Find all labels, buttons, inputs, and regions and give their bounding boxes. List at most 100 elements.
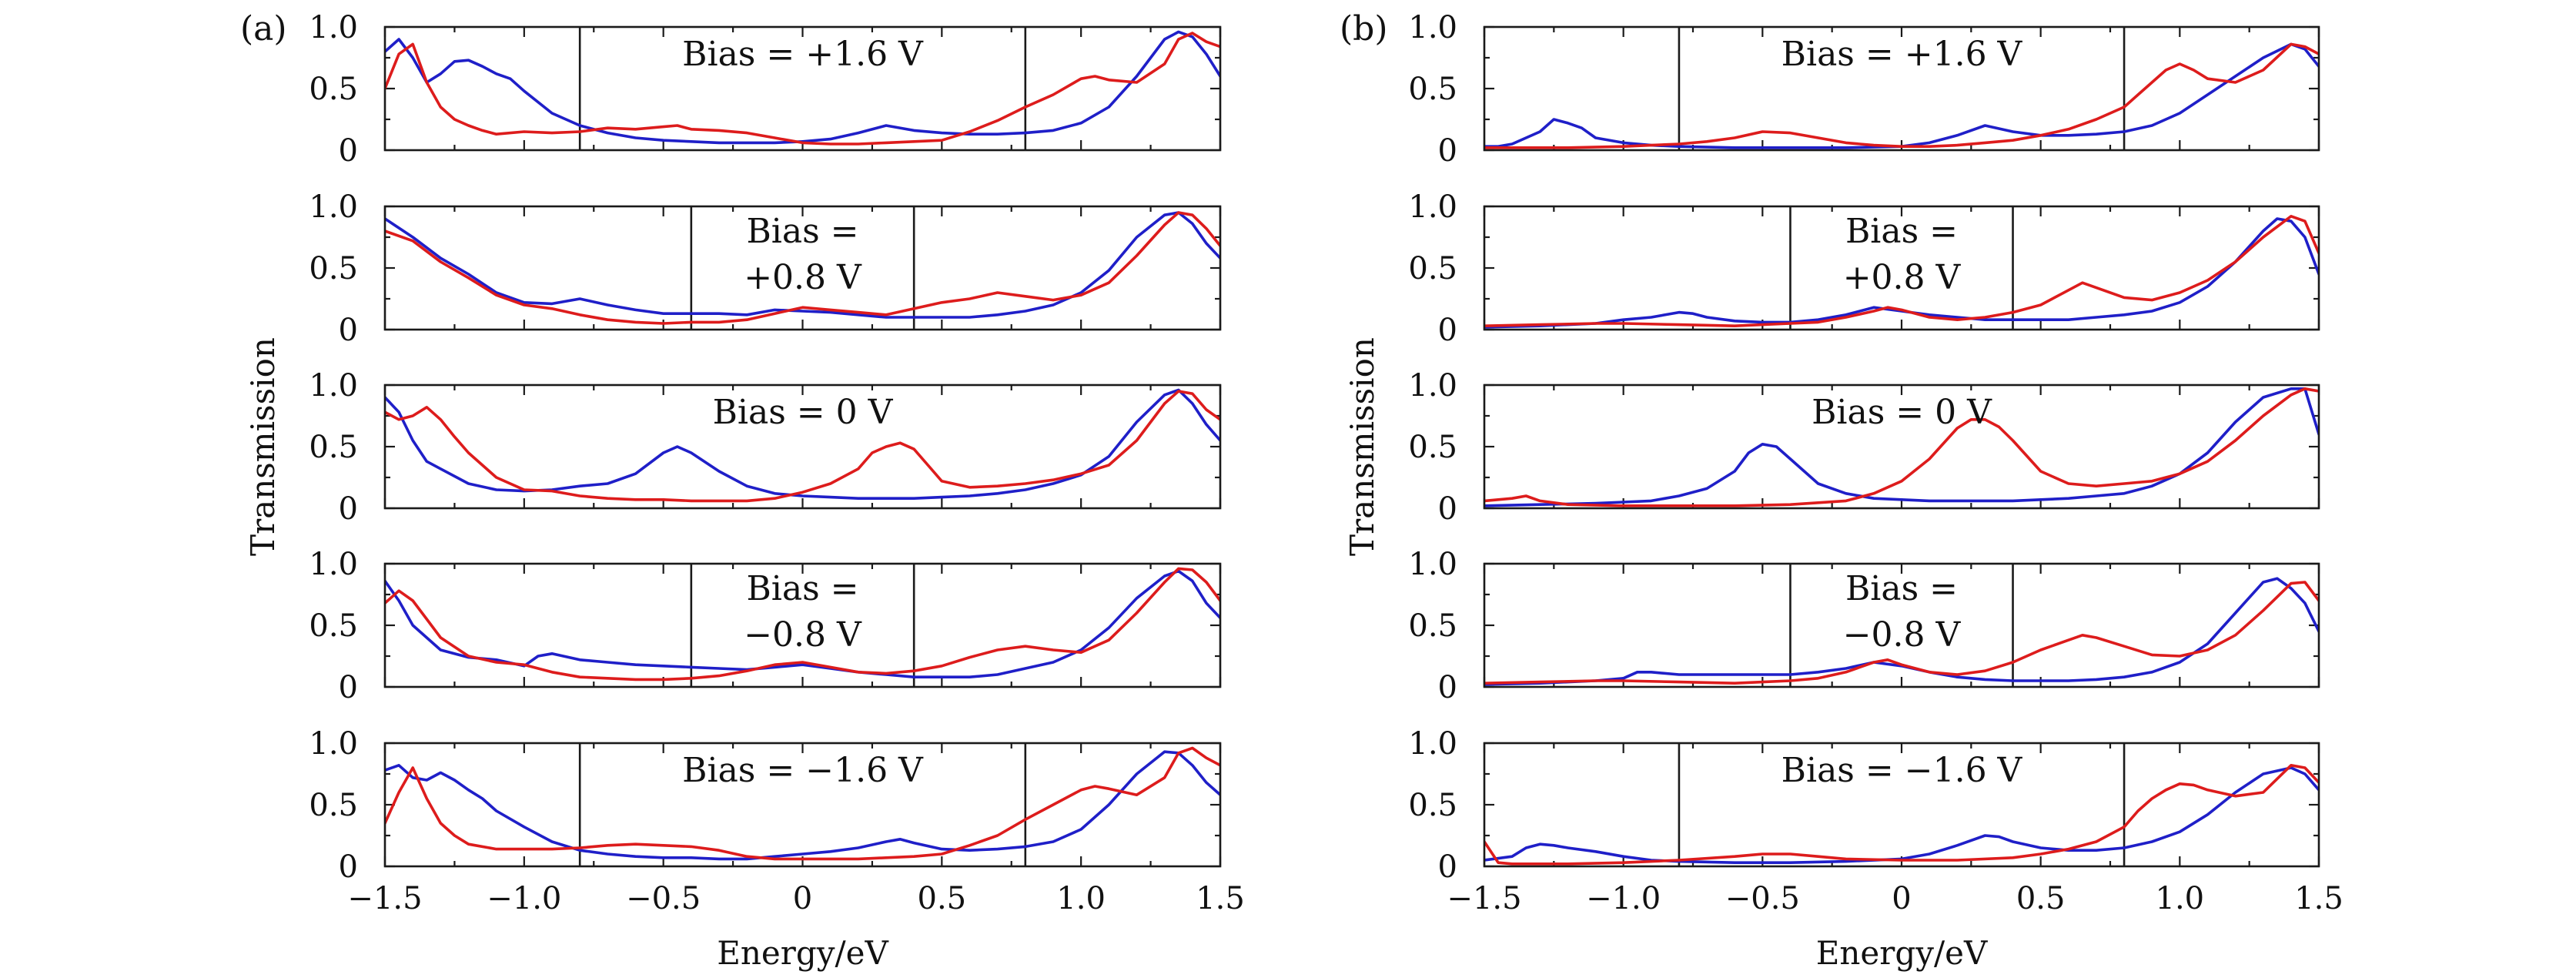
bias-annotation: Bias = −1.6 V	[682, 751, 924, 790]
bias-annotation: Bias =	[746, 212, 858, 251]
y-tick-label: 1.0	[309, 726, 358, 762]
x-tick-label: −1.0	[487, 881, 561, 916]
subplot-2: 0 0.5 1.0 Bias = +0.8 V	[1408, 189, 2320, 348]
bias-annotation: −0.8 V	[1843, 615, 1962, 655]
x-axis-label: Energy/eV	[717, 934, 888, 972]
bias-annotation: Bias =	[746, 569, 858, 608]
bias-annotation: Bias = −1.6 V	[1781, 751, 2023, 790]
bias-annotation: −0.8 V	[744, 615, 862, 655]
y-tick-label: 0	[1438, 133, 1457, 169]
x-tick-label: 1.0	[2156, 881, 2205, 916]
panel-label: (a)	[240, 9, 287, 49]
series-blue-line	[385, 211, 1220, 319]
y-tick-label: 0.5	[309, 251, 358, 286]
y-tick-label: 0	[1438, 491, 1457, 527]
series-red-line	[385, 567, 1220, 682]
y-tick-label: 1.0	[1408, 189, 1457, 225]
bias-annotation: Bias =	[1845, 212, 1958, 251]
y-tick-label: 0	[339, 313, 358, 348]
y-tick-label: 0.5	[1408, 788, 1457, 823]
subplot-frame	[383, 562, 1222, 688]
subplot-3: 0 0.5 1.0 Bias = 0 V	[309, 368, 1222, 527]
y-tick-label: 0.5	[309, 608, 358, 644]
bias-annotation: Bias = +1.6 V	[682, 35, 924, 74]
subplot-frame	[1483, 742, 2320, 868]
x-tick-label: 1.0	[1056, 881, 1106, 916]
subplot-frame	[383, 383, 1222, 510]
y-tick-label: 0	[1438, 849, 1457, 885]
y-tick-label: 1.0	[309, 189, 358, 225]
y-tick-label: 0.5	[1408, 251, 1457, 286]
x-tick-label: 0.5	[918, 881, 967, 916]
series-red-line	[385, 746, 1220, 861]
panel-b: (b) 0 0.5 1.0 Bias = +1.6 V 0 0.5 1.0 Bias = +0.8…	[1340, 9, 2343, 972]
x-tick-label: 0.5	[2016, 881, 2066, 916]
bias-annotation: Bias = +1.6 V	[1781, 35, 2023, 74]
y-tick-label: 0.5	[1408, 608, 1457, 644]
x-tick-label: −0.5	[626, 881, 701, 916]
y-tick-label: 0	[339, 849, 358, 885]
series-blue-line	[1484, 42, 2319, 149]
panel-a: (a) 0 0.5 1.0 Bias = +1.6 V 0 0.5 1.0 Bias = +0.8…	[240, 9, 1245, 972]
series-red-line	[385, 390, 1220, 503]
bias-annotation: Bias = 0 V	[713, 393, 894, 432]
subplot-frame	[383, 205, 1222, 331]
y-axis-label: Transmission	[244, 337, 282, 556]
series-blue-line	[385, 750, 1220, 861]
y-tick-label: 0	[339, 491, 358, 527]
subplot-5: 0 0.5 1.0 Bias = −1.6 V −1.5 −1.0 −0.5 0 0.5 1.0 1…	[309, 726, 1244, 916]
y-tick-label: 0.5	[309, 788, 358, 823]
subplot-4: 0 0.5 1.0 Bias = −0.8 V	[309, 547, 1222, 705]
x-tick-label: 1.5	[2294, 881, 2343, 916]
subplot-4: 0 0.5 1.0 Bias = −0.8 V	[1408, 547, 2320, 705]
series-red-line	[1484, 764, 2319, 866]
subplot-frame	[1483, 205, 2320, 331]
subplot-5: 0 0.5 1.0 Bias = −1.6 V −1.5 −1.0 −0.5 0 0.5 1.0 1…	[1408, 726, 2343, 916]
subplot-frame	[1483, 25, 2320, 152]
x-axis-label: Energy/eV	[1816, 934, 1988, 972]
series-red-line	[385, 32, 1220, 146]
x-tick-label: 1.5	[1196, 881, 1245, 916]
subplot-3: 0 0.5 1.0 Bias = 0 V	[1408, 368, 2320, 527]
y-tick-label: 1.0	[309, 368, 358, 404]
y-tick-label: 0.5	[1408, 430, 1457, 465]
x-tick-label: −1.5	[347, 881, 422, 916]
subplot-1: 0 0.5 1.0 Bias = +1.6 V	[309, 10, 1222, 169]
subplot-1: 0 0.5 1.0 Bias = +1.6 V	[1408, 10, 2320, 169]
y-tick-label: 1.0	[309, 10, 358, 45]
y-tick-label: 1.0	[1408, 10, 1457, 45]
y-axis-label: Transmission	[1343, 337, 1381, 556]
x-tick-label: −1.5	[1447, 881, 1521, 916]
bias-annotation: Bias = 0 V	[1812, 393, 1992, 432]
y-tick-label: 0	[1438, 670, 1457, 705]
series-red-line	[1484, 387, 2319, 507]
subplot-frame	[383, 25, 1222, 152]
series-blue-line	[1484, 387, 2319, 507]
y-tick-label: 1.0	[309, 547, 358, 582]
y-tick-label: 1.0	[1408, 368, 1457, 404]
bias-annotation: +0.8 V	[744, 258, 862, 297]
series-red-line	[1484, 215, 2319, 327]
subplot-2: 0 0.5 1.0 Bias = +0.8 V	[309, 189, 1222, 348]
x-tick-label: −0.5	[1725, 881, 1800, 916]
x-tick-label: −1.0	[1586, 881, 1661, 916]
y-tick-label: 1.0	[1408, 726, 1457, 762]
y-tick-label: 0.5	[309, 430, 358, 465]
subplot-frame	[1483, 383, 2320, 510]
x-tick-label: 0	[793, 881, 812, 916]
y-tick-label: 1.0	[1408, 547, 1457, 582]
y-tick-label: 0.5	[309, 72, 358, 107]
bias-annotation: +0.8 V	[1843, 258, 1962, 297]
series-red-line	[385, 211, 1220, 325]
bias-annotation: Bias =	[1845, 569, 1958, 608]
series-blue-line	[385, 30, 1220, 145]
y-tick-label: 0	[339, 133, 358, 169]
subplot-frame	[383, 742, 1222, 868]
y-tick-label: 0	[1438, 313, 1457, 348]
series-blue-line	[1484, 766, 2319, 864]
x-tick-label: 0	[1892, 881, 1911, 916]
series-red-line	[1484, 581, 2319, 685]
y-tick-label: 0.5	[1408, 72, 1457, 107]
y-tick-label: 0	[339, 670, 358, 705]
